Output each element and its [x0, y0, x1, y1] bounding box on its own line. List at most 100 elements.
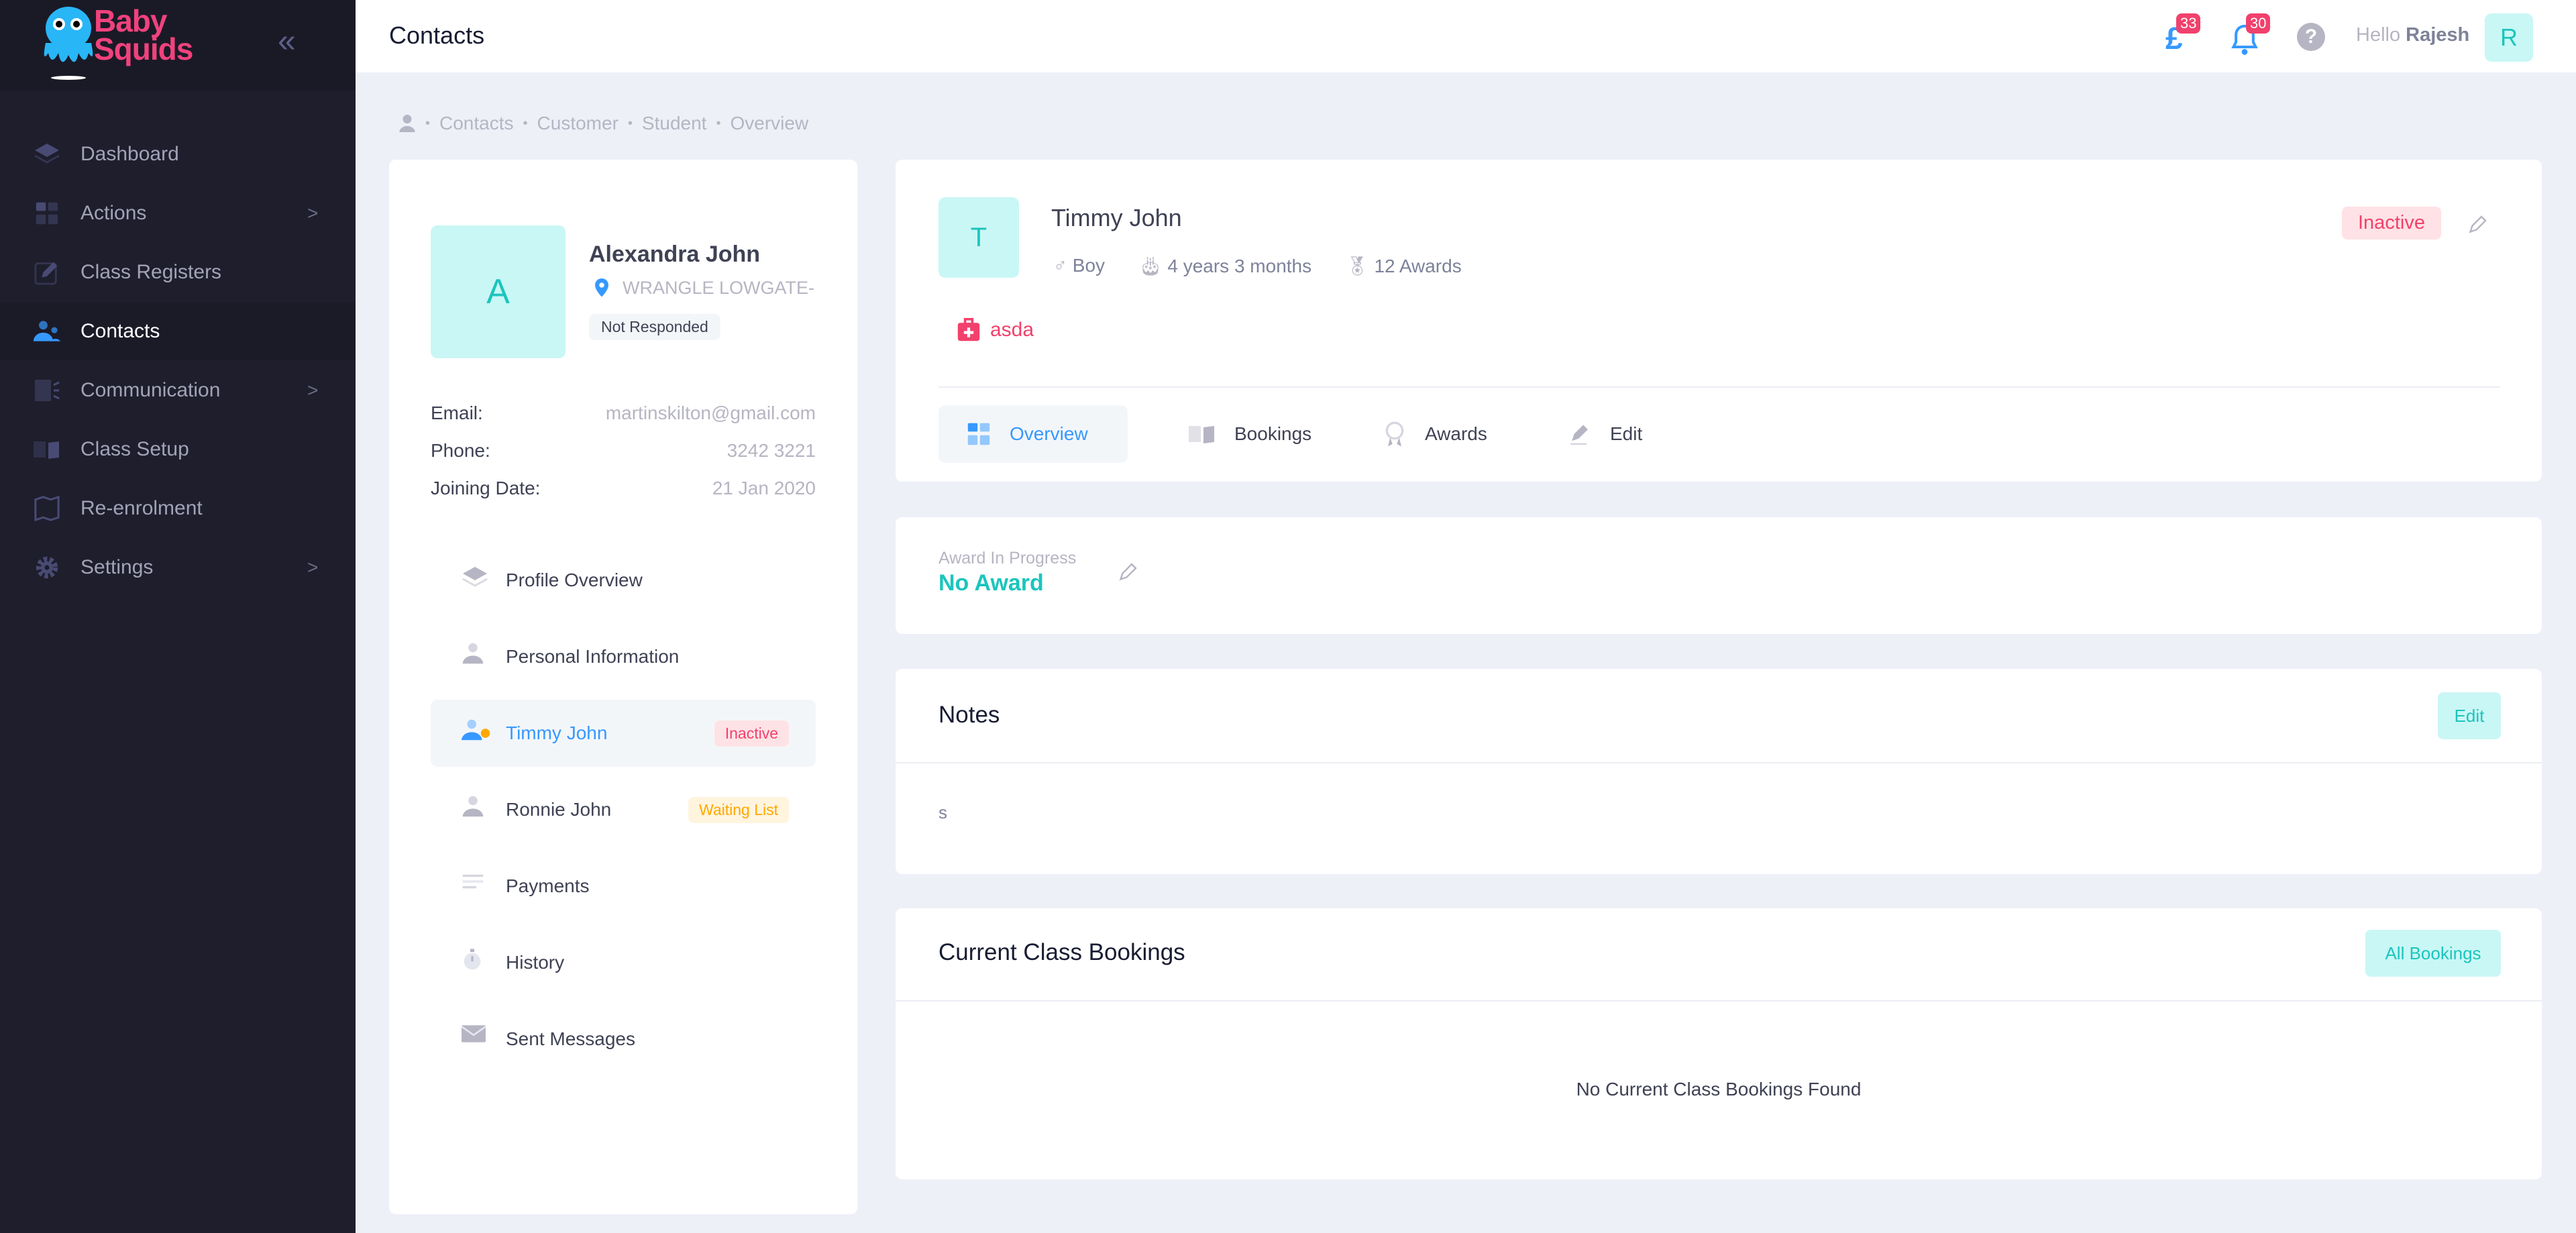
male-icon: ♂ — [1053, 255, 1073, 276]
child-meta: ♂ Boy 🎂︎ 4 years 3 months 🏅︎ 12 Awards — [1053, 255, 1462, 277]
users-icon — [32, 317, 62, 346]
sidebar: Baby Squids « Dashboard Actions > Class Reg… — [0, 0, 356, 1233]
breadcrumb: • Contacts • Customer • Student • Overview — [398, 113, 808, 134]
first-aid-icon — [957, 318, 980, 341]
tab-label: Edit — [1610, 423, 1643, 444]
menu-item-label: Ronnie John — [506, 799, 612, 820]
greeting-text: Hello — [2356, 24, 2401, 46]
payments-badge: 33 — [2176, 13, 2201, 34]
sidebar-item-contacts[interactable]: Contacts — [0, 303, 356, 360]
tab-label: Bookings — [1234, 423, 1312, 444]
edit-child-icon[interactable] — [2467, 215, 2487, 235]
menu-item-label: Sent Messages — [506, 1028, 635, 1049]
chevron-right-icon: > — [307, 380, 319, 400]
sidebar-item-re-enrolment[interactable]: Re-enrolment — [0, 480, 356, 537]
profile-menu-item[interactable]: Ronnie John Waiting List — [431, 776, 816, 843]
parent-location: WRANGLE LOWGATE- — [593, 278, 814, 299]
awards-count: 🏅︎ 12 Awards — [1345, 256, 1462, 276]
child-avatar: T — [938, 197, 1019, 278]
tab-awards[interactable]: Awards — [1355, 405, 1516, 463]
profile-menu-item[interactable]: History — [431, 929, 816, 996]
user-icon[interactable] — [398, 113, 416, 133]
gear-icon — [32, 553, 62, 582]
book-icon — [32, 435, 62, 464]
collapse-sidebar-icon[interactable]: « — [278, 23, 296, 59]
chevron-right-icon: > — [307, 557, 319, 578]
sidebar-item-label: Communication — [80, 379, 221, 401]
child-status-badge: Inactive — [2342, 207, 2441, 239]
breadcrumb-item[interactable]: Student — [641, 113, 707, 133]
sidebar-item-label: Re-enrolment — [80, 497, 203, 519]
child-name: Timmy John — [1051, 204, 1182, 231]
notifications-button[interactable]: 30 — [2230, 13, 2271, 60]
user-avatar[interactable]: R — [2485, 13, 2533, 62]
breadcrumb-item[interactable]: Customer — [537, 113, 619, 133]
divider — [896, 1000, 2542, 1002]
layers-icon — [462, 566, 491, 595]
profile-menu-item[interactable]: Personal Information — [431, 623, 816, 690]
sidebar-item-communication[interactable]: Communication > — [0, 362, 356, 419]
notes-card — [896, 669, 2542, 874]
notes-text: s — [938, 802, 947, 822]
mail-icon — [461, 1024, 491, 1054]
sidebar-item-label: Contacts — [80, 320, 160, 342]
parent-name: Alexandra John — [589, 242, 761, 267]
breadcrumb-separator: • — [523, 115, 528, 131]
medical-note[interactable]: asda — [957, 318, 1034, 342]
field-value: martinskilton@gmail.com — [605, 403, 816, 423]
sidebar-item-dashboard[interactable]: Dashboard — [0, 125, 356, 183]
menu-item-label: Profile Overview — [506, 570, 643, 590]
brand-logo[interactable]: Baby Squids — [42, 3, 203, 83]
user-greeting[interactable]: Hello Rajesh — [2356, 24, 2469, 46]
award-card — [896, 517, 2542, 634]
profile-menu-item[interactable]: Payments — [431, 853, 816, 920]
map-icon — [32, 494, 62, 523]
divider — [938, 386, 2500, 388]
help-icon[interactable]: ? — [2297, 23, 2325, 51]
field-value: 21 Jan 2020 — [712, 478, 816, 498]
sidebar-item-class-registers[interactable]: Class Registers — [0, 244, 356, 301]
profile-menu-item[interactable]: Profile Overview — [431, 547, 816, 614]
top-header: Contacts £ 33 30 ? Hello Rajesh R — [356, 0, 2576, 72]
breadcrumb-separator: • — [425, 115, 431, 131]
menu-item-label: Personal Information — [506, 646, 680, 667]
squid-mascot-icon — [44, 7, 93, 80]
book-icon — [1189, 424, 1216, 444]
breadcrumb-item[interactable]: Overview — [730, 113, 809, 133]
sidebar-item-actions[interactable]: Actions > — [0, 184, 356, 242]
logo-area: Baby Squids « — [0, 0, 356, 91]
payments-button[interactable]: £ 33 — [2163, 13, 2203, 60]
chevron-right-icon: > — [307, 203, 319, 223]
tab-overview[interactable]: Overview — [938, 405, 1128, 463]
sidebar-item-label: Settings — [80, 556, 154, 578]
field-label: Joining Date: — [431, 478, 541, 498]
tab-bookings[interactable]: Bookings — [1161, 405, 1322, 463]
edit-icon — [32, 258, 62, 287]
field-label: Email: — [431, 403, 483, 423]
grid-icon — [967, 422, 991, 446]
medal-icon: 🏅︎ — [1345, 256, 1375, 276]
status-badge: Waiting List — [688, 796, 789, 823]
field-label: Phone: — [431, 440, 490, 461]
notes-edit-button[interactable]: Edit — [2438, 692, 2501, 739]
tab-edit[interactable]: Edit — [1540, 405, 1648, 463]
status-badge: Inactive — [714, 720, 789, 747]
breadcrumb-item[interactable]: Contacts — [439, 113, 514, 133]
sidebar-item-settings[interactable]: Settings > — [0, 539, 356, 596]
location-text: WRANGLE LOWGATE- — [623, 278, 815, 298]
breadcrumb-separator: • — [627, 115, 633, 131]
edit-award-icon[interactable] — [1118, 562, 1138, 582]
award-icon — [1383, 421, 1406, 447]
sidebar-item-class-setup[interactable]: Class Setup — [0, 421, 356, 478]
profile-menu-item[interactable]: Timmy John Inactive — [431, 700, 816, 767]
sidebar-item-label: Actions — [80, 202, 147, 224]
profile-menu-item[interactable]: Sent Messages — [431, 1006, 816, 1073]
all-bookings-button[interactable]: All Bookings — [2365, 930, 2501, 977]
sidebar-item-label: Class Registers — [80, 261, 222, 283]
brand-line1: Baby — [94, 3, 167, 38]
gender: ♂ Boy — [1053, 255, 1106, 276]
user-active-icon — [462, 718, 491, 748]
menu-item-label: Timmy John — [506, 722, 608, 743]
sidebar-item-label: Dashboard — [80, 143, 179, 165]
pencil-icon — [1568, 422, 1591, 446]
